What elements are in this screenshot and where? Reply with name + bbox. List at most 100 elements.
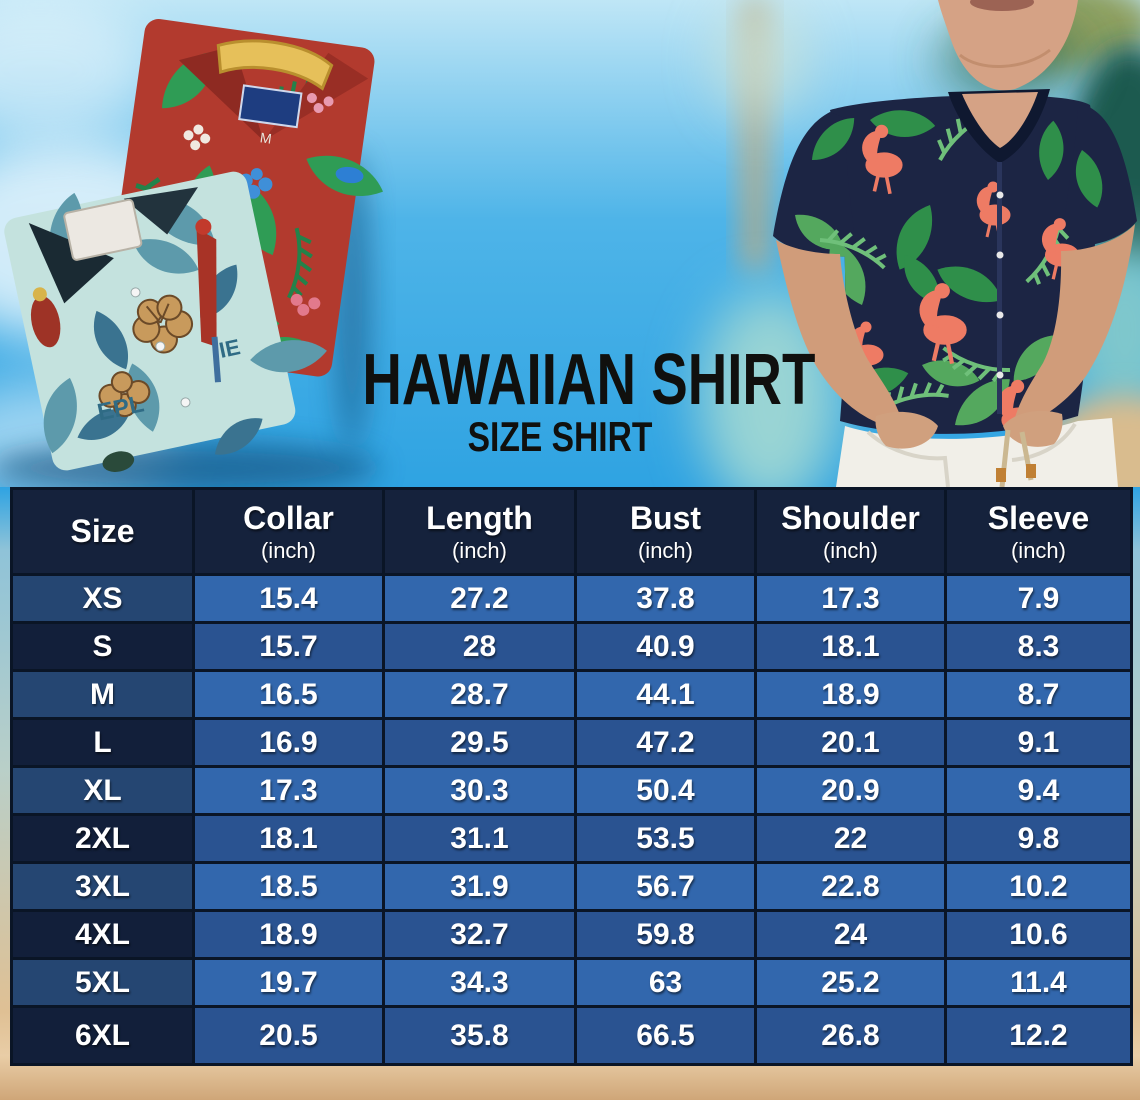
table-row: S 15.7 28 40.9 18.1 8.3 <box>10 621 1133 672</box>
column-label: Shoulder <box>781 499 920 536</box>
size-cell: 4XL <box>10 909 195 960</box>
value-cell: 11.4 <box>944 957 1133 1008</box>
value-cell: 18.1 <box>754 621 947 672</box>
column-unit: (inch) <box>822 537 878 563</box>
poster-subtitle: SIZE SHIRT <box>467 413 653 460</box>
column-header-bust: Bust (inch) <box>574 487 757 576</box>
value-cell: 28 <box>382 621 577 672</box>
value-cell: 28.7 <box>382 669 577 720</box>
value-cell: 34.3 <box>382 957 577 1008</box>
size-chart-table: Size Collar (inch) Length (inch) Bust (i… <box>10 487 1133 1066</box>
table-row: 4XL 18.9 32.7 59.8 24 10.6 <box>10 909 1133 960</box>
value-cell: 29.5 <box>382 717 577 768</box>
value-cell: 9.1 <box>944 717 1133 768</box>
size-cell: 3XL <box>10 861 195 912</box>
size-cell: XS <box>10 573 195 624</box>
value-cell: 32.7 <box>382 909 577 960</box>
table-row: 5XL 19.7 34.3 63 25.2 11.4 <box>10 957 1133 1008</box>
value-cell: 40.9 <box>574 621 757 672</box>
size-cell: XL <box>10 765 195 816</box>
table-row: XS 15.4 27.2 37.8 17.3 7.9 <box>10 573 1133 624</box>
value-cell: 25.2 <box>754 957 947 1008</box>
value-cell: 15.4 <box>192 573 385 624</box>
svg-text:M: M <box>259 129 273 146</box>
column-unit: (inch) <box>260 537 316 563</box>
size-cell: M <box>10 669 195 720</box>
poster-title: HAWAIIAN SHIRT <box>362 340 816 420</box>
value-cell: 7.9 <box>944 573 1133 624</box>
table-row: 2XL 18.1 31.1 53.5 22 9.8 <box>10 813 1133 864</box>
svg-text:IE: IE <box>217 334 243 363</box>
value-cell: 18.1 <box>192 813 385 864</box>
column-label: Length <box>426 499 533 536</box>
value-cell: 10.6 <box>944 909 1133 960</box>
value-cell: 19.7 <box>192 957 385 1008</box>
value-cell: 47.2 <box>574 717 757 768</box>
column-header-collar: Collar (inch) <box>192 487 385 576</box>
header-row: Size Collar (inch) Length (inch) Bust (i… <box>10 487 1133 576</box>
value-cell: 8.3 <box>944 621 1133 672</box>
value-cell: 20.5 <box>192 1005 385 1066</box>
teal-hawaiian-shirt: EPL IE <box>4 171 328 472</box>
value-cell: 31.9 <box>382 861 577 912</box>
size-cell: 5XL <box>10 957 195 1008</box>
table-row: L 16.9 29.5 47.2 20.1 9.1 <box>10 717 1133 768</box>
column-header-shoulder: Shoulder (inch) <box>754 487 947 576</box>
value-cell: 10.2 <box>944 861 1133 912</box>
value-cell: 16.9 <box>192 717 385 768</box>
column-label: Size <box>70 513 135 549</box>
value-cell: 16.5 <box>192 669 385 720</box>
hero-banner: M <box>0 0 1140 487</box>
value-cell: 17.3 <box>192 765 385 816</box>
value-cell: 56.7 <box>574 861 757 912</box>
value-cell: 22 <box>754 813 947 864</box>
value-cell: 17.3 <box>754 573 947 624</box>
value-cell: 24 <box>754 909 947 960</box>
column-label: Collar <box>243 499 334 536</box>
value-cell: 26.8 <box>754 1005 947 1066</box>
column-header-length: Length (inch) <box>382 487 577 576</box>
value-cell: 18.9 <box>754 669 947 720</box>
value-cell: 9.4 <box>944 765 1133 816</box>
size-cell: S <box>10 621 195 672</box>
hero-illustration: M <box>0 0 1140 487</box>
size-cell: L <box>10 717 195 768</box>
column-unit: (inch) <box>637 537 693 563</box>
value-cell: 37.8 <box>574 573 757 624</box>
value-cell: 63 <box>574 957 757 1008</box>
size-chart-section: Size Collar (inch) Length (inch) Bust (i… <box>10 487 1133 1066</box>
size-cell: 2XL <box>10 813 195 864</box>
value-cell: 35.8 <box>382 1005 577 1066</box>
table-row: 6XL 20.5 35.8 66.5 26.8 12.2 <box>10 1005 1133 1066</box>
table-row: M 16.5 28.7 44.1 18.9 8.7 <box>10 669 1133 720</box>
value-cell: 12.2 <box>944 1005 1133 1066</box>
table-row: 3XL 18.5 31.9 56.7 22.8 10.2 <box>10 861 1133 912</box>
value-cell: 27.2 <box>382 573 577 624</box>
column-label: Sleeve <box>987 499 1090 536</box>
column-header-sleeve: Sleeve (inch) <box>944 487 1133 576</box>
size-cell: 6XL <box>10 1005 195 1066</box>
value-cell: 20.1 <box>754 717 947 768</box>
column-unit: (inch) <box>1010 537 1066 563</box>
value-cell: 30.3 <box>382 765 577 816</box>
title-block: HAWAIIAN SHIRT SIZE SHIRT <box>300 344 820 458</box>
value-cell: 53.5 <box>574 813 757 864</box>
value-cell: 9.8 <box>944 813 1133 864</box>
table-row: XL 17.3 30.3 50.4 20.9 9.4 <box>10 765 1133 816</box>
value-cell: 44.1 <box>574 669 757 720</box>
column-header-size: Size <box>10 487 195 576</box>
value-cell: 59.8 <box>574 909 757 960</box>
model-photo <box>773 0 1137 487</box>
value-cell: 22.8 <box>754 861 947 912</box>
value-cell: 66.5 <box>574 1005 757 1066</box>
value-cell: 18.9 <box>192 909 385 960</box>
value-cell: 18.5 <box>192 861 385 912</box>
value-cell: 15.7 <box>192 621 385 672</box>
value-cell: 50.4 <box>574 765 757 816</box>
value-cell: 8.7 <box>944 669 1133 720</box>
folded-shirts-photo: M <box>0 19 386 487</box>
column-label: Bust <box>629 499 702 536</box>
value-cell: 31.1 <box>382 813 577 864</box>
value-cell: 20.9 <box>754 765 947 816</box>
